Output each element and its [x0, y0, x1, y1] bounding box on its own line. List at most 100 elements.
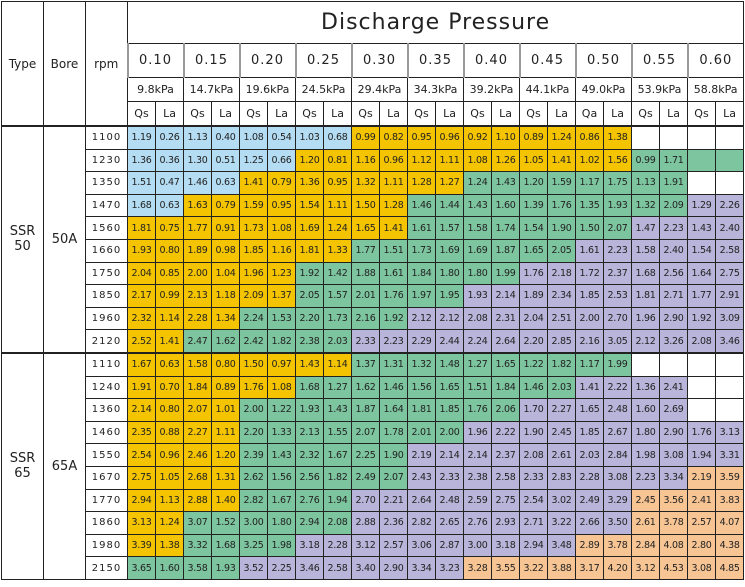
qs-value-cell: 2.49: [575, 488, 604, 513]
la-value-cell: 2.90: [379, 556, 408, 580]
qs-value-cell: 1.62: [351, 375, 380, 400]
la-value-cell: 0.99: [155, 284, 184, 308]
la-value-cell: 2.45: [547, 420, 576, 445]
la-value-cell: 0.80: [155, 238, 184, 263]
la-value-cell: 0.63: [155, 351, 184, 377]
header-row-title: Type Bore rpm Discharge Pressure: [1, 1, 745, 127]
la-value-cell: 2.25: [267, 556, 296, 580]
qs-header: Qs: [687, 101, 716, 127]
la-value-cell: 2.53: [603, 284, 632, 308]
qs-value-cell: 2.76: [463, 511, 492, 535]
qs-value-cell: 1.80: [631, 420, 660, 445]
qs-value-cell: 2.08: [687, 329, 716, 354]
qs-value-cell: 2.19: [687, 465, 716, 490]
la-value-cell: 3.23: [435, 556, 464, 580]
qs-header: Qa: [575, 101, 604, 127]
qs-value-cell: [687, 148, 716, 173]
la-value-cell: 1.57: [435, 216, 464, 240]
la-value-cell: 1.51: [379, 238, 408, 263]
qs-value-cell: 1.41: [239, 171, 268, 195]
la-value-cell: 2.84: [603, 443, 632, 467]
la-value-cell: 0.81: [323, 148, 352, 173]
la-value-cell: 3.02: [547, 488, 576, 513]
pressure-header: 0.50: [574, 43, 632, 78]
la-value-cell: 2.44: [435, 329, 464, 354]
table-row: 1230 1.36 0.36 1.30 0.51 1.25 0.66 1.20 0.81 1.16…: [2, 148, 745, 173]
la-value-cell: 1.11: [323, 193, 352, 218]
table-row: 1660 1.93 0.80 1.89 0.98 1.85 1.16 1.81 1.33 1.77…: [2, 238, 745, 263]
rpm-cell: 1980: [85, 533, 128, 558]
qs-value-cell: 2.59: [463, 488, 492, 513]
la-value-cell: 2.58: [323, 556, 352, 580]
la-value-cell: 2.40: [659, 238, 688, 263]
la-value-cell: 1.14: [155, 306, 184, 331]
qs-value-cell: 1.84: [407, 261, 436, 286]
pressure-header: 0.55: [630, 43, 688, 78]
qs-value-cell: 3.06: [407, 533, 436, 558]
table-row: 1360 2.14 0.80 2.07 1.01 2.00 1.22 1.93 1.43 1.87…: [2, 398, 745, 422]
qs-value-cell: 2.16: [351, 306, 380, 331]
qs-value-cell: 2.42: [239, 329, 268, 354]
qs-value-cell: 1.37: [351, 351, 380, 377]
table-row: 1550 2.54 0.96 2.46 1.20 2.39 1.43 2.32 1.67 2.25…: [2, 443, 745, 467]
qs-value-cell: 2.56: [295, 465, 324, 490]
qs-value-cell: 2.17: [127, 284, 156, 308]
la-value-cell: 2.58: [491, 465, 520, 490]
qs-value-cell: 1.20: [519, 171, 548, 195]
la-value-cell: 2.71: [659, 284, 688, 308]
la-value-cell: 0.89: [211, 375, 240, 400]
la-value-cell: [714, 375, 745, 400]
qs-value-cell: 1.46: [407, 193, 436, 218]
la-value-cell: 2.07: [603, 216, 632, 240]
la-value-cell: 0.75: [155, 216, 184, 240]
la-value-cell: 2.90: [659, 306, 688, 331]
la-value-cell: [714, 171, 745, 195]
la-header: La: [155, 101, 184, 127]
qs-value-cell: 1.58: [463, 216, 492, 240]
qs-value-cell: 2.68: [183, 465, 212, 490]
qs-value-cell: 1.17: [575, 351, 604, 377]
qs-value-cell: 1.72: [575, 261, 604, 286]
qs-value-cell: 1.59: [239, 193, 268, 218]
qs-value-cell: 2.46: [183, 443, 212, 467]
la-value-cell: 1.87: [491, 238, 520, 263]
la-value-cell: 1.27: [435, 171, 464, 195]
bore-header: Bore: [43, 1, 86, 127]
qs-value-cell: 2.20: [239, 420, 268, 445]
qs-value-cell: 2.71: [519, 511, 548, 535]
rpm-cell: 1860: [85, 511, 128, 535]
qs-value-cell: 3.08: [687, 556, 716, 580]
qs-value-cell: 3.22: [519, 556, 548, 580]
la-value-cell: 2.61: [547, 443, 576, 467]
la-value-cell: 1.90: [379, 443, 408, 467]
qs-value-cell: 1.77: [687, 284, 716, 308]
rpm-cell: 1960: [85, 306, 128, 331]
qs-value-cell: 3.46: [295, 556, 324, 580]
rpm-cell: 1660: [85, 238, 128, 263]
qs-value-cell: 1.69: [295, 216, 324, 240]
la-header: La: [659, 101, 688, 127]
la-value-cell: 1.43: [491, 171, 520, 195]
la-value-cell: 2.75: [491, 488, 520, 513]
la-value-cell: 2.51: [547, 306, 576, 331]
la-value-cell: 1.53: [267, 306, 296, 331]
la-value-cell: 1.37: [267, 284, 296, 308]
qs-value-cell: 1.90: [519, 420, 548, 445]
la-value-cell: 1.33: [267, 420, 296, 445]
kpa-header: 53.9kPa: [631, 77, 688, 102]
la-value-cell: 1.82: [323, 465, 352, 490]
pressure-header: 0.30: [350, 43, 408, 78]
rpm-cell: 1230: [85, 148, 128, 173]
qs-value-cell: 1.58: [631, 238, 660, 263]
qs-value-cell: 0.89: [519, 124, 548, 150]
la-value-cell: 0.95: [267, 193, 296, 218]
qs-value-cell: 1.65: [519, 238, 548, 263]
la-value-cell: 0.40: [211, 124, 240, 150]
qs-value-cell: 1.54: [687, 238, 716, 263]
qs-value-cell: 2.24: [239, 306, 268, 331]
qs-value-cell: 1.43: [463, 193, 492, 218]
table-row: 1240 1.91 0.70 1.84 0.89 1.76 1.08 1.68 1.27 1.62…: [2, 375, 745, 400]
qs-value-cell: 1.12: [407, 148, 436, 173]
qs-value-cell: 3.13: [127, 511, 156, 535]
la-header: La: [323, 101, 352, 127]
